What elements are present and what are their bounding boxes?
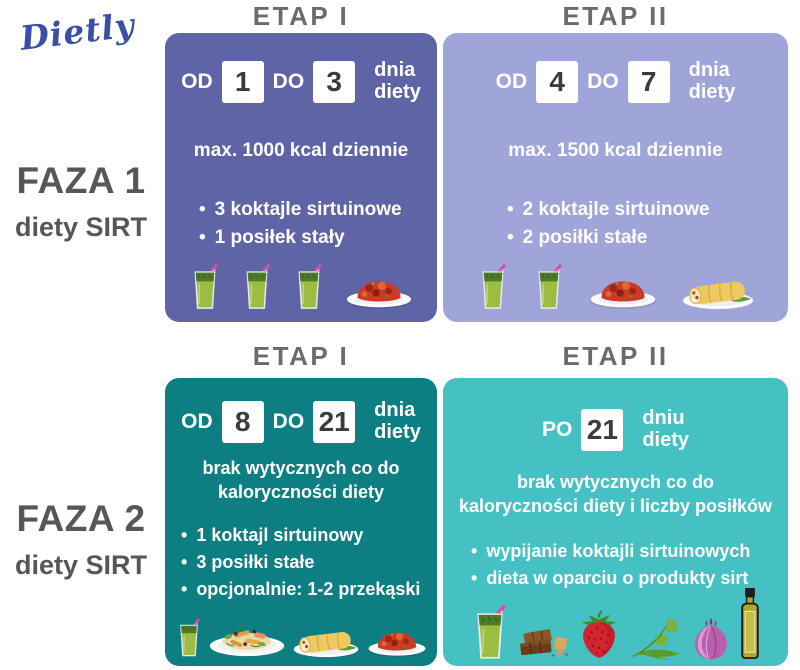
calorie-note: max. 1000 kcal dziennie	[193, 140, 409, 162]
smoothie-icon	[188, 262, 222, 310]
bullet-item: 3 koktajle sirtuinowe	[199, 196, 437, 225]
day-to-box: 3	[313, 60, 356, 103]
range-pre: PO	[541, 417, 573, 441]
day-from-box: 4	[536, 60, 579, 103]
plate-wrap-icon	[291, 623, 361, 658]
panel-faza2-etap2: PO 21 dniu diety brak wytycznych co do k…	[443, 378, 788, 666]
bullet-item: 2 posiłki stałe	[507, 224, 788, 253]
phase-1-label: FAZA 1 diety SIRT	[0, 160, 162, 243]
arugula-icon	[627, 618, 685, 660]
smoothie-icon	[175, 616, 203, 658]
day-to-box: 7	[627, 60, 670, 103]
day-range: OD 4 DO 7 dnia diety	[443, 33, 788, 103]
phase-1-subtitle: diety SIRT	[14, 212, 148, 242]
column-header-faza2-etap2: ETAP II	[562, 341, 669, 371]
phase-2-subtitle: diety SIRT	[14, 550, 148, 580]
panel-faza2-etap1: OD 8 DO 21 dnia diety brak wytycznych co…	[165, 378, 437, 666]
onion-icon	[691, 618, 731, 660]
smoothie-icon	[476, 262, 510, 310]
bullet-item: wypijanie koktajli sirtuinowych	[471, 538, 788, 565]
column-header-faza1-etap2: ETAP II	[562, 1, 669, 31]
day-from-box: 1	[221, 60, 264, 103]
meal-icons-row	[443, 588, 788, 660]
chocolate-icon	[517, 624, 571, 660]
day-from-box: 21	[581, 408, 624, 451]
bullet-item: 1 koktajl sirtuinowy	[181, 522, 437, 549]
day-from-box: 8	[221, 400, 264, 443]
range-unit: dnia diety	[374, 59, 421, 103]
column-header-faza2-etap1: ETAP I	[252, 341, 350, 371]
plate-red-icon	[366, 628, 428, 658]
range-unit: dnia diety	[688, 59, 736, 103]
meal-bullets: 2 koktajle sirtuinowe 2 posiłki stałe	[443, 196, 788, 253]
smoothie-icon	[292, 262, 326, 310]
smoothie-icon	[240, 262, 274, 310]
day-range: PO 21 dniu diety	[443, 378, 788, 451]
phase-2-title: FAZA 2	[16, 498, 146, 539]
calorie-note: brak wytycznych co do kaloryczności diet…	[458, 472, 773, 516]
range-mid: DO	[272, 69, 305, 93]
column-header-faza1-etap1: ETAP I	[252, 1, 350, 31]
bullet-item: dieta w oparciu o produkty sirt	[471, 565, 788, 592]
range-pre: OD	[495, 69, 528, 93]
meal-icons-row	[165, 616, 437, 658]
panel-faza1-etap2: OD 4 DO 7 dnia diety max. 1500 kcal dzie…	[443, 33, 788, 322]
plate-salad-icon	[208, 619, 286, 658]
range-pre: OD	[181, 409, 213, 433]
phase-2-label: FAZA 2 diety SIRT	[0, 498, 162, 581]
bullet-item: 2 koktajle sirtuinowe	[507, 196, 788, 225]
range-unit: dnia diety	[374, 399, 421, 443]
meal-icons-row	[443, 262, 788, 310]
plate-wrap-icon	[680, 272, 756, 310]
oil-bottle-icon	[737, 588, 763, 660]
range-mid: DO	[587, 69, 619, 93]
day-to-box: 21	[313, 400, 356, 443]
calorie-note: max. 1500 kcal dziennie	[508, 140, 723, 162]
panel-faza1-etap1: OD 1 DO 3 dnia diety max. 1000 kcal dzie…	[165, 33, 437, 322]
smoothie-icon	[469, 602, 511, 660]
strawberry-icon	[577, 610, 621, 660]
range-mid: DO	[272, 409, 305, 433]
plate-red-icon	[588, 276, 658, 310]
range-unit: dniu diety	[642, 407, 690, 451]
meal-icons-row	[165, 262, 437, 310]
meal-bullets: 3 koktajle sirtuinowe 1 posiłek stały	[165, 196, 437, 253]
meal-bullets: 1 koktajl sirtuinowy 3 posiłki stałe opc…	[165, 522, 437, 603]
meal-bullets: wypijanie koktajli sirtuinowych dieta w …	[443, 538, 788, 592]
calorie-note: brak wytycznych co do kaloryczności diet…	[202, 458, 400, 502]
range-pre: OD	[181, 69, 213, 93]
smoothie-icon	[532, 262, 566, 310]
day-range: OD 8 DO 21 dnia diety	[165, 378, 437, 443]
phase-1-title: FAZA 1	[16, 160, 146, 201]
day-range: OD 1 DO 3 dnia diety	[165, 33, 437, 103]
bullet-item: 1 posiłek stały	[199, 224, 437, 253]
bullet-item: 3 posiłki stałe	[181, 549, 437, 576]
bullet-item: opcjonalnie: 1-2 przekąski	[181, 576, 437, 603]
plate-red-icon	[344, 276, 414, 310]
dietly-logo: Dietly	[18, 5, 138, 58]
